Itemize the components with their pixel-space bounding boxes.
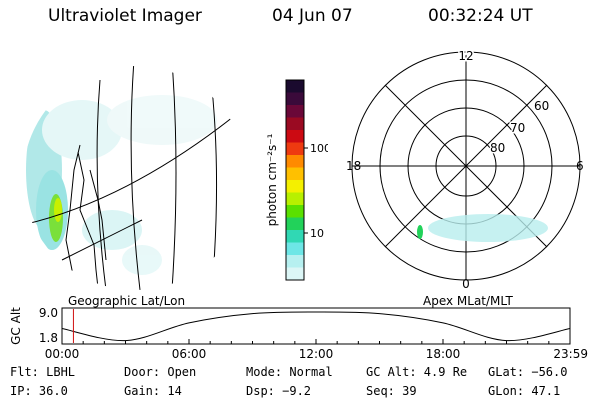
gain-label: Gain: 14 <box>124 384 182 398</box>
ytick-9-0: 9.0 <box>39 306 58 320</box>
aurora-core <box>54 198 62 222</box>
uv-emission-speckle <box>26 95 217 275</box>
glon-label: GLon: 47.1 <box>488 384 561 398</box>
date-label: 04 Jun 07 <box>272 6 353 26</box>
mlat-label-70: 70 <box>510 121 525 135</box>
colorbar-cell <box>286 192 304 206</box>
xtick-label: 23:59 <box>553 347 588 361</box>
colorbar-tick-100: 100 <box>310 142 328 155</box>
colorbar-label: photon cm⁻²s⁻¹ <box>265 133 279 226</box>
geographic-image-panel <box>23 66 247 290</box>
colorbar: 100 10 photon cm⁻²s⁻¹ <box>265 79 328 281</box>
xtick-label: 06:00 <box>172 347 207 361</box>
dsp-label: Dsp: −9.2 <box>246 384 312 398</box>
ytick-1-8: 1.8 <box>39 331 58 345</box>
ip-label: IP: 36.0 <box>10 384 68 398</box>
mlt-label-18: 18 <box>346 159 361 173</box>
mlt-label-6: 6 <box>576 159 584 173</box>
polar-grid <box>351 51 581 281</box>
colorbar-cell <box>286 155 304 168</box>
instrument-title: Ultraviolet Imager <box>48 6 202 26</box>
geo-panel-label: Geographic Lat/Lon <box>68 294 186 308</box>
mlt-label-12: 12 <box>458 49 473 63</box>
xtick-label: 00:00 <box>45 347 80 361</box>
polar-mlat-mlt-panel: 12 18 6 0 60 70 80 <box>346 48 584 291</box>
colorbar-cell <box>286 167 304 181</box>
mode-label: Mode: Normal <box>246 365 333 379</box>
timeline-ylabel: GC Alt <box>9 307 23 345</box>
seq-label: Seq: 39 <box>366 384 417 398</box>
xtick-marks <box>82 339 550 344</box>
xtick-label: 18:00 <box>426 347 461 361</box>
gc-alt-label: GC Alt: 4.9 Re <box>366 365 468 379</box>
polar-bright-spot <box>417 225 423 239</box>
colorbar-cell <box>286 242 304 256</box>
colorbar-cell <box>286 205 304 218</box>
xtick-labels: 00:00 06:00 12:00 18:00 23:59 <box>45 347 588 361</box>
colorbar-cell <box>286 142 304 156</box>
polar-oval-emission <box>428 214 548 242</box>
mlat-label-60: 60 <box>534 99 549 113</box>
colorbar-cell <box>286 267 304 281</box>
mlat-label-80: 80 <box>490 141 505 155</box>
colorbar-cell <box>286 105 304 118</box>
colorbar-cell <box>286 92 304 106</box>
colorbar-cell <box>286 130 304 143</box>
polar-panel-label: Apex MLat/MLT <box>423 294 513 308</box>
colorbar-cell <box>286 217 304 231</box>
altitude-curve <box>61 311 571 342</box>
colorbar-cells <box>286 80 304 281</box>
colorbar-cell <box>286 80 304 93</box>
door-label: Door: Open <box>124 365 197 379</box>
colorbar-cell <box>286 255 304 268</box>
mlt-label-0: 0 <box>462 277 470 291</box>
glat-label: GLat: −56.0 <box>488 365 568 379</box>
filter-label: Flt: LBHL <box>10 365 76 379</box>
time-label: 00:32:24 UT <box>428 6 533 26</box>
altitude-timeline-chart: GC Alt 9.0 1.8 00:00 06:00 12:00 18:00 23:59 <box>9 306 588 361</box>
xtick-label: 12:00 <box>299 347 334 361</box>
colorbar-cell <box>286 117 304 131</box>
colorbar-cell <box>286 180 304 193</box>
colorbar-cell <box>286 230 304 243</box>
colorbar-tick-10: 10 <box>310 227 324 240</box>
